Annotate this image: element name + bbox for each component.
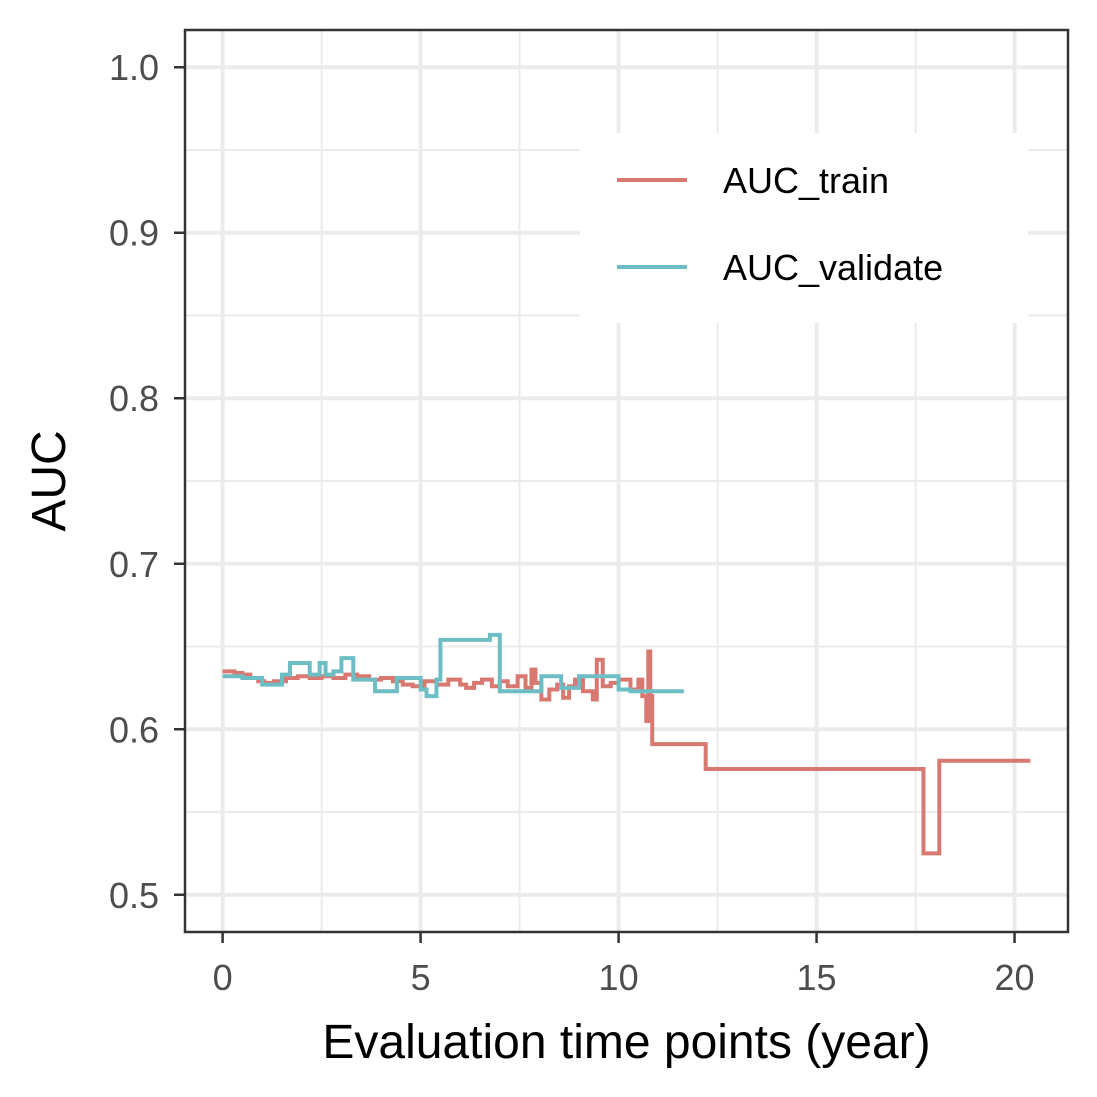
y-tick-label: 1.0: [109, 47, 159, 88]
legend: AUC_train AUC_validate: [617, 160, 943, 288]
y-tick-label: 0.6: [109, 709, 159, 750]
x-tick-label: 20: [995, 957, 1035, 998]
panel-border: [183, 28, 1070, 934]
y-tick-label: 0.5: [109, 875, 159, 916]
axis-ticks: 0 5 10 15 20 0.5 0.6 0.7 0.8 0.9 1.0: [109, 47, 1035, 998]
x-tick-label: 15: [797, 957, 837, 998]
x-tick-label: 0: [213, 957, 233, 998]
y-tick-label: 0.9: [109, 213, 159, 254]
legend-label-auc-validate: AUC_validate: [723, 247, 943, 288]
y-axis-title: AUC: [23, 430, 76, 531]
x-axis-title: Evaluation time points (year): [322, 1016, 930, 1069]
y-tick-label: 0.8: [109, 378, 159, 419]
legend-label-auc-train: AUC_train: [723, 160, 889, 201]
legend-background: [580, 133, 1028, 323]
x-tick-label: 5: [411, 957, 431, 998]
x-tick-label: 10: [599, 957, 639, 998]
y-tick-label: 0.7: [109, 544, 159, 585]
series-line-auc-validate: [222, 632, 684, 699]
plot-series: [222, 632, 1031, 856]
